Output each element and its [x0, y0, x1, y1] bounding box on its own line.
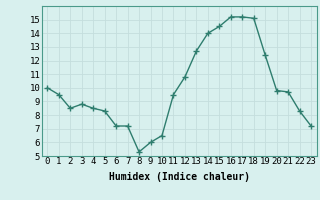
- X-axis label: Humidex (Indice chaleur): Humidex (Indice chaleur): [109, 172, 250, 182]
